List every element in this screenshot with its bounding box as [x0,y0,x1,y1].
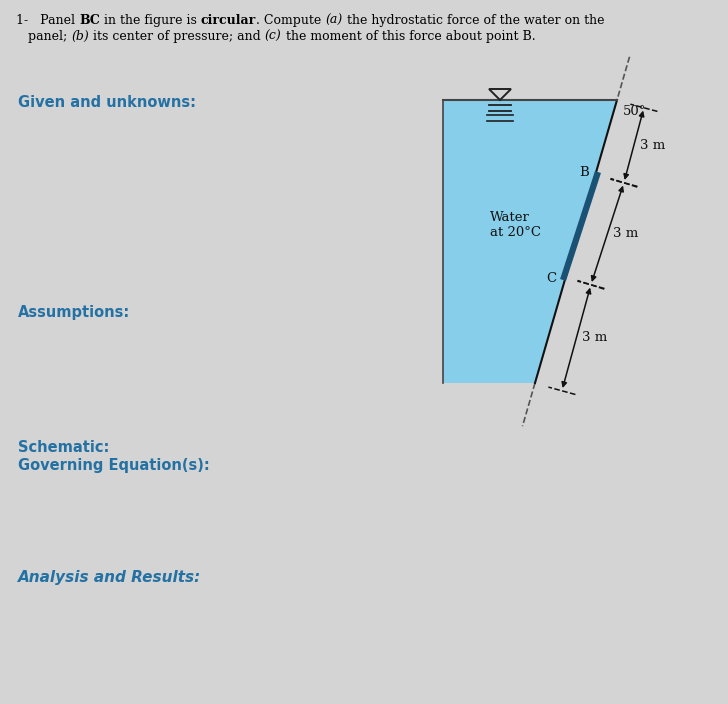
Text: 3 m: 3 m [640,139,665,152]
Text: the moment of this force about point B.: the moment of this force about point B. [282,30,535,43]
Text: Schematic:: Schematic: [18,440,109,455]
Text: (b): (b) [71,30,89,43]
Text: 50°: 50° [623,105,646,118]
Polygon shape [443,100,617,383]
Text: (a): (a) [325,14,342,27]
Text: Assumptions:: Assumptions: [18,305,130,320]
Text: . Compute: . Compute [256,14,325,27]
Text: C: C [546,272,556,286]
Text: B: B [579,167,589,180]
Text: circular: circular [201,14,256,27]
Text: Analysis and Results:: Analysis and Results: [18,570,201,585]
Text: 1-   Panel: 1- Panel [16,14,79,27]
Text: panel;: panel; [28,30,71,43]
Text: BC: BC [79,14,100,27]
Text: (c): (c) [265,30,282,43]
Text: Governing Equation(s):: Governing Equation(s): [18,458,210,473]
Text: the hydrostatic force of the water on the: the hydrostatic force of the water on th… [342,14,604,27]
Text: 3 m: 3 m [614,227,638,240]
Text: 3 m: 3 m [582,332,608,344]
Text: its center of pressure; and: its center of pressure; and [89,30,265,43]
Text: Water
at 20°C: Water at 20°C [490,211,541,239]
Text: Given and unknowns:: Given and unknowns: [18,95,196,110]
Text: in the figure is: in the figure is [100,14,201,27]
